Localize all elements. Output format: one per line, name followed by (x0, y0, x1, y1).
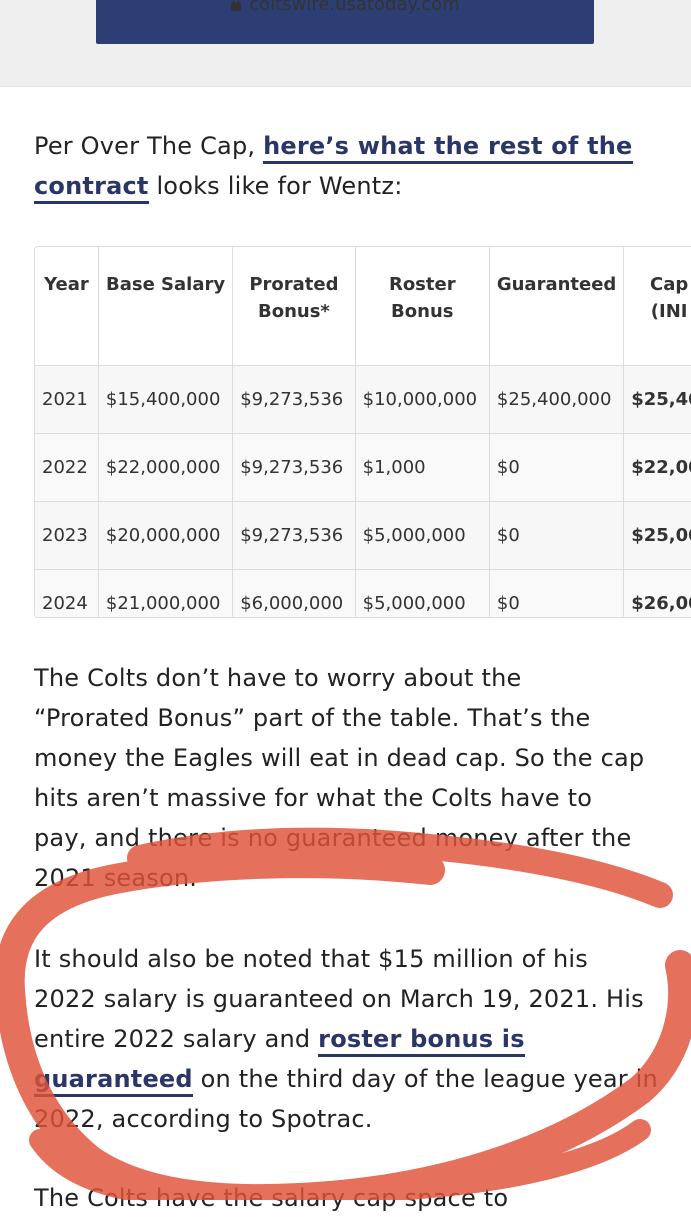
cell-year: 2024 (35, 569, 99, 617)
header-prorated-bonus: Prorated Bonus* (232, 247, 356, 366)
table-row: 2024 $21,000,000 $6,000,000 $5,000,000 $… (35, 569, 691, 617)
cell-roster-bonus: $5,000,000 (355, 501, 490, 570)
roster-bonus-link-cont[interactable]: guaranteed (34, 1065, 193, 1097)
cell-base-salary: $21,000,000 (98, 569, 234, 617)
cell-base-salary: $22,000,000 (98, 433, 234, 502)
cell-base-salary: $15,400,000 (98, 365, 234, 434)
cell-prorated-bonus: $9,273,536 (232, 501, 356, 570)
cell-prorated-bonus: $9,273,536 (232, 433, 356, 502)
cap-space-paragraph: The Colts have the salary cap space to (34, 1184, 509, 1212)
intro-paragraph: Per Over The Cap, here’s what the rest o… (34, 126, 674, 206)
contract-table: Year Base Salary Prorated Bonus* Roster Bo… (34, 246, 691, 618)
cell-cap: $26,00 (623, 569, 691, 617)
table-row: 2021 $15,400,000 $9,273,536 $10,000,000 … (35, 365, 691, 434)
roster-bonus-link[interactable]: roster bonus is (318, 1025, 525, 1057)
colts-paragraph: The Colts don’t have to worry about the … (34, 664, 645, 892)
url-text: coltswire.usatoday.com (249, 0, 460, 15)
cell-roster-bonus: $1,000 (355, 433, 490, 502)
header-base-salary: Base Salary (98, 247, 234, 366)
table-row: 2023 $20,000,000 $9,273,536 $5,000,000 $… (35, 501, 691, 570)
url-bar[interactable]: coltswire.usatoday.com (0, 0, 691, 15)
header-roster-bonus: Roster Bonus (355, 247, 490, 366)
table-row: 2022 $22,000,000 $9,273,536 $1,000 $0 $2… (35, 433, 691, 502)
cell-guaranteed: $0 (489, 433, 625, 502)
header-cap: Cap (INI (623, 247, 691, 366)
guarantee-paragraph: It should also be noted that $15 million… (34, 945, 658, 1133)
header-year: Year (35, 247, 99, 366)
cell-guaranteed: $25,400,000 (489, 365, 625, 434)
site-nav-bar (96, 0, 594, 44)
cell-cap: $25,00 (623, 501, 691, 570)
cell-guaranteed: $0 (489, 569, 625, 617)
table-header-row: Year Base Salary Prorated Bonus* Roster Bo… (35, 247, 691, 366)
cell-cap: $22,00 (623, 433, 691, 502)
cell-base-salary: $20,000,000 (98, 501, 234, 570)
browser-address-area: coltswire.usatoday.com (0, 0, 691, 87)
cell-roster-bonus: $10,000,000 (355, 365, 490, 434)
cell-prorated-bonus: $9,273,536 (232, 365, 356, 434)
cell-prorated-bonus: $6,000,000 (232, 569, 356, 617)
cell-guaranteed: $0 (489, 501, 625, 570)
contract-link[interactable]: here’s what the rest of the (263, 132, 633, 164)
cell-year: 2021 (35, 365, 99, 434)
cell-roster-bonus: $5,000,000 (355, 569, 490, 617)
lock-icon (231, 0, 242, 11)
contract-link-cont[interactable]: contract (34, 172, 149, 204)
cell-year: 2023 (35, 501, 99, 570)
cell-year: 2022 (35, 433, 99, 502)
cell-cap: $25,40 (623, 365, 691, 434)
header-guaranteed: Guaranteed (489, 247, 625, 366)
